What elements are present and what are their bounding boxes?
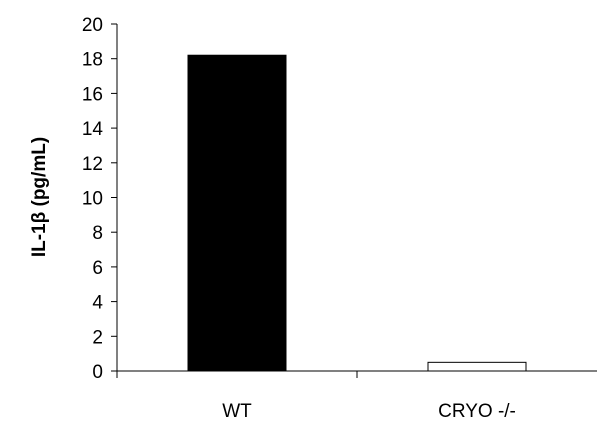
bars [187,54,527,372]
labels: 0 2 4 6 8 10 12 14 16 18 20 WT CRYO -/- [82,15,516,422]
y-axis-title: IL-1β (pg/mL) [29,137,50,257]
y-tick-label: 4 [92,293,103,314]
y-tick-label: 6 [92,258,103,279]
bar-wt [187,54,287,372]
y-tick-label: 2 [92,327,103,348]
axes [111,23,597,378]
y-tick-label: 8 [92,223,103,244]
y-tick-label: 10 [82,189,103,210]
y-tick-label: 16 [82,84,103,105]
x-category-label: WT [222,401,252,422]
y-tick-label: 12 [82,154,103,175]
bar-cryo [427,361,527,372]
y-tick-label: 14 [82,119,104,140]
y-tick-label: 18 [82,50,103,71]
x-category-label: CRYO -/- [438,401,516,422]
y-tick-label: 0 [92,362,103,383]
y-tick-label: 20 [82,15,103,36]
